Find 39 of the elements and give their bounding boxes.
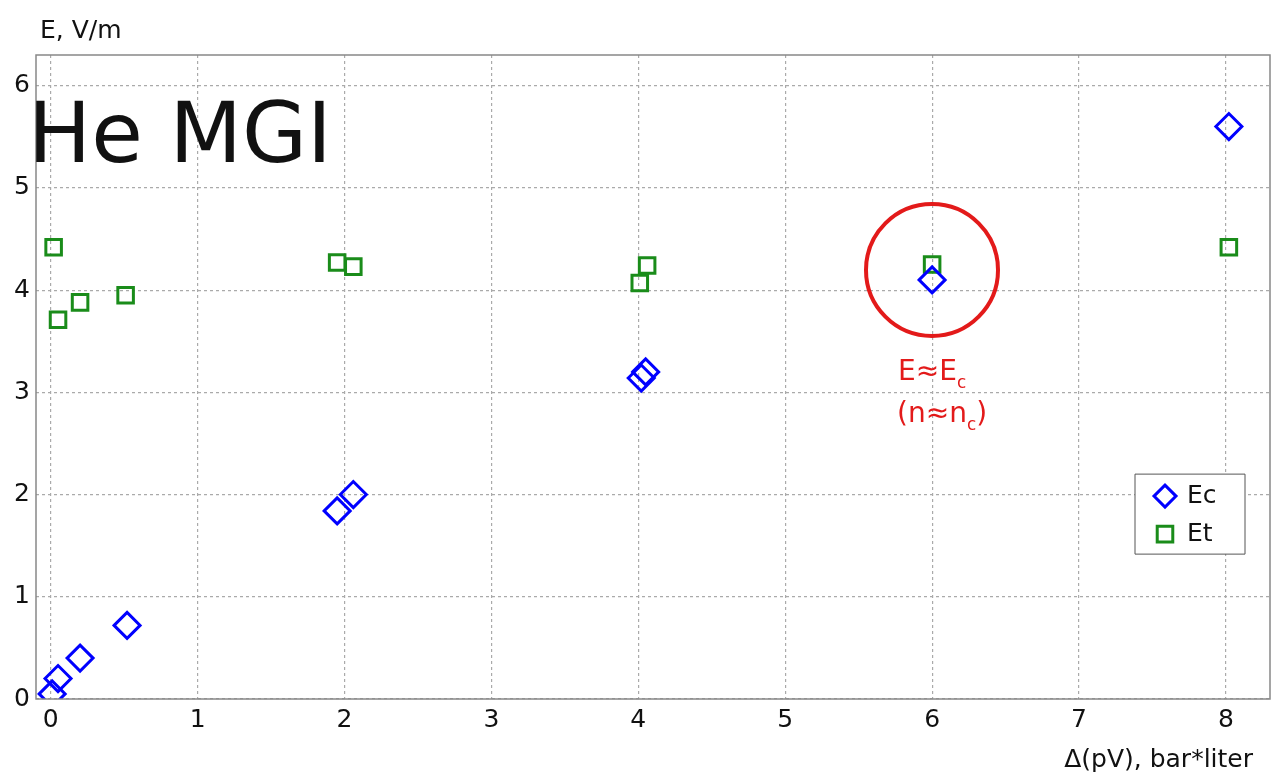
y-tick-label: 2 bbox=[14, 478, 30, 508]
legend-label: Ec bbox=[1187, 479, 1217, 509]
point bbox=[338, 480, 368, 510]
x-tick-label: 6 bbox=[924, 703, 941, 733]
y-tick-label: 4 bbox=[14, 273, 30, 303]
point bbox=[322, 496, 352, 526]
point bbox=[626, 363, 656, 393]
y-tick-label: 3 bbox=[14, 375, 30, 405]
point bbox=[630, 273, 650, 293]
point bbox=[43, 664, 73, 694]
point bbox=[65, 643, 95, 673]
y-axis-title: E, V/m bbox=[40, 15, 122, 44]
point bbox=[116, 285, 135, 305]
legend-label: Et bbox=[1187, 517, 1213, 547]
x-tick-label: 8 bbox=[1217, 703, 1234, 733]
chart-title: He MGI bbox=[28, 84, 332, 182]
y-tick-label: 5 bbox=[14, 171, 30, 201]
point bbox=[48, 310, 68, 330]
point bbox=[44, 237, 63, 257]
point bbox=[1219, 237, 1239, 257]
x-tick-label: 0 bbox=[42, 703, 59, 733]
y-tick-label: 6 bbox=[14, 69, 30, 99]
x-tick-label: 3 bbox=[483, 703, 500, 733]
x-tick-label: 5 bbox=[777, 703, 794, 733]
x-tick-label: 4 bbox=[630, 703, 647, 733]
point bbox=[70, 293, 90, 312]
point bbox=[917, 265, 947, 295]
x-axis-title: Δ(pV), bar*liter bbox=[1064, 744, 1254, 773]
point bbox=[637, 256, 657, 275]
point bbox=[1214, 112, 1244, 142]
y-tick-label: 0 bbox=[14, 682, 30, 712]
y-tick-label: 1 bbox=[14, 580, 30, 610]
x-tick-label: 7 bbox=[1071, 703, 1087, 733]
point bbox=[327, 253, 347, 272]
point bbox=[631, 357, 661, 387]
x-tick-label: 2 bbox=[336, 703, 353, 733]
x-tick-label: 1 bbox=[189, 703, 206, 733]
point bbox=[344, 257, 363, 276]
point bbox=[112, 610, 142, 640]
